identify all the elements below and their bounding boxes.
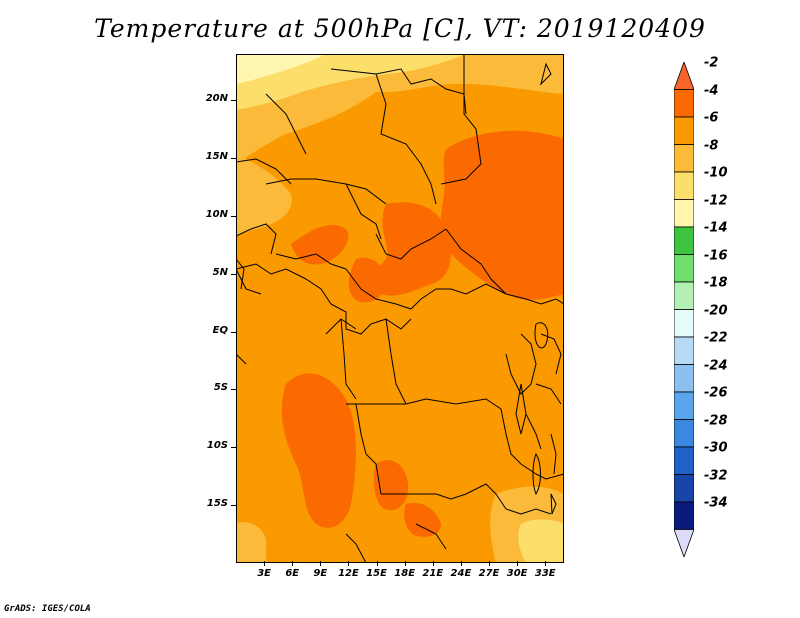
colorbar-segment bbox=[674, 364, 694, 393]
field-nw-light bbox=[236, 154, 292, 236]
lon-label: 21E bbox=[422, 568, 444, 579]
lon-tick bbox=[460, 561, 462, 566]
lake-outlines bbox=[515, 62, 557, 515]
field-s-dark bbox=[373, 460, 409, 511]
map-plot bbox=[235, 54, 565, 564]
lon-tick bbox=[545, 561, 547, 566]
colorbar-segment bbox=[674, 171, 694, 200]
field-north-lightest bbox=[236, 54, 326, 84]
lat-tick bbox=[231, 273, 236, 275]
lon-tick bbox=[432, 561, 434, 566]
colorbar-label: -12 bbox=[704, 193, 728, 208]
footer-credit: GrADS: IGES/COLA bbox=[4, 604, 91, 614]
colorbar-segment bbox=[674, 309, 694, 338]
lon-label: 18E bbox=[394, 568, 416, 579]
colorbar-label: -16 bbox=[704, 248, 728, 263]
colorbar-label: -14 bbox=[704, 220, 728, 236]
colorbar-segment bbox=[674, 254, 694, 283]
lat-label: 5S bbox=[213, 382, 228, 394]
colorbar-segment bbox=[674, 446, 694, 475]
colorbar-label: -22 bbox=[704, 330, 728, 346]
lat-tick bbox=[231, 100, 236, 102]
field-sw-dark bbox=[281, 373, 356, 528]
lon-label: 12E bbox=[338, 568, 359, 579]
colorbar-top-arrow bbox=[674, 62, 694, 90]
lat-label: 10S bbox=[206, 440, 228, 452]
colorbar-segment bbox=[674, 501, 694, 530]
field-central-dark bbox=[375, 202, 451, 296]
lat-label: 15S bbox=[206, 498, 228, 510]
lat-tick bbox=[231, 331, 236, 333]
lat-label: 20N bbox=[205, 93, 228, 105]
colorbar-label: -18 bbox=[704, 275, 728, 291]
lon-tick bbox=[264, 561, 266, 566]
lat-tick bbox=[231, 447, 236, 449]
colorbar bbox=[674, 62, 694, 557]
field-se-lighter bbox=[518, 519, 564, 563]
lat-label: EQ bbox=[212, 324, 228, 336]
colorbar-segment bbox=[674, 199, 694, 228]
temperature-map bbox=[235, 54, 565, 564]
colorbar-segment bbox=[674, 116, 694, 145]
colorbar-label: -6 bbox=[704, 110, 719, 126]
lon-tick bbox=[517, 561, 519, 566]
lon-label: 33E bbox=[534, 568, 556, 579]
colorbar-segment bbox=[674, 391, 694, 420]
lon-label: 24E bbox=[450, 568, 472, 579]
lon-tick bbox=[292, 561, 294, 566]
lon-label: 9E bbox=[313, 568, 328, 579]
colorbar-segment bbox=[674, 474, 694, 503]
field-north-lighter bbox=[236, 54, 466, 110]
lat-tick bbox=[231, 505, 236, 507]
lat-label: 10N bbox=[205, 208, 228, 220]
lon-tick bbox=[348, 561, 350, 566]
lon-label: 27E bbox=[478, 568, 500, 579]
lat-label: 15N bbox=[205, 151, 228, 163]
colorbar-segment bbox=[674, 419, 694, 448]
lon-label: 15E bbox=[366, 568, 387, 579]
lon-label: 30E bbox=[506, 568, 528, 579]
colorbar-label: -26 bbox=[704, 385, 728, 401]
colorbar-segment bbox=[674, 144, 694, 173]
field-s-dark2 bbox=[404, 502, 441, 537]
colorbar-label: -10 bbox=[704, 165, 728, 181]
field-nw-dark bbox=[291, 224, 349, 265]
lon-tick bbox=[320, 561, 322, 566]
lon-label: 6E bbox=[285, 568, 300, 579]
lon-label: 3E bbox=[257, 568, 272, 579]
chart-title: Temperature at 500hPa [C], VT: 201912040… bbox=[94, 14, 706, 43]
colorbar-label: -30 bbox=[704, 440, 728, 456]
lat-tick bbox=[231, 389, 236, 391]
colorbar-label: -2 bbox=[704, 55, 719, 71]
colorbar-bottom-arrow bbox=[674, 529, 694, 557]
colorbar-segment bbox=[674, 336, 694, 365]
lat-tick bbox=[231, 158, 236, 160]
colorbar-label: -32 bbox=[704, 468, 728, 483]
colorbar-label: -28 bbox=[704, 413, 728, 428]
field-cv-dark bbox=[348, 257, 386, 303]
lon-tick bbox=[376, 561, 378, 566]
lat-label: 5N bbox=[212, 266, 228, 278]
lon-tick bbox=[489, 561, 491, 566]
country-borders bbox=[235, 54, 565, 564]
colorbar-label: -20 bbox=[704, 303, 728, 318]
colorbar-label: -34 bbox=[704, 495, 728, 511]
colorbar-segment bbox=[674, 89, 694, 118]
field-sw-corner bbox=[236, 522, 266, 563]
colorbar-segment bbox=[674, 226, 694, 255]
colorbar-label: -4 bbox=[704, 83, 719, 98]
lat-tick bbox=[231, 215, 236, 217]
lon-tick bbox=[404, 561, 406, 566]
map-frame bbox=[236, 54, 564, 563]
colorbar-segment bbox=[674, 281, 694, 310]
colorbar-label: -24 bbox=[704, 358, 728, 373]
colorbar-label: -8 bbox=[704, 138, 719, 153]
